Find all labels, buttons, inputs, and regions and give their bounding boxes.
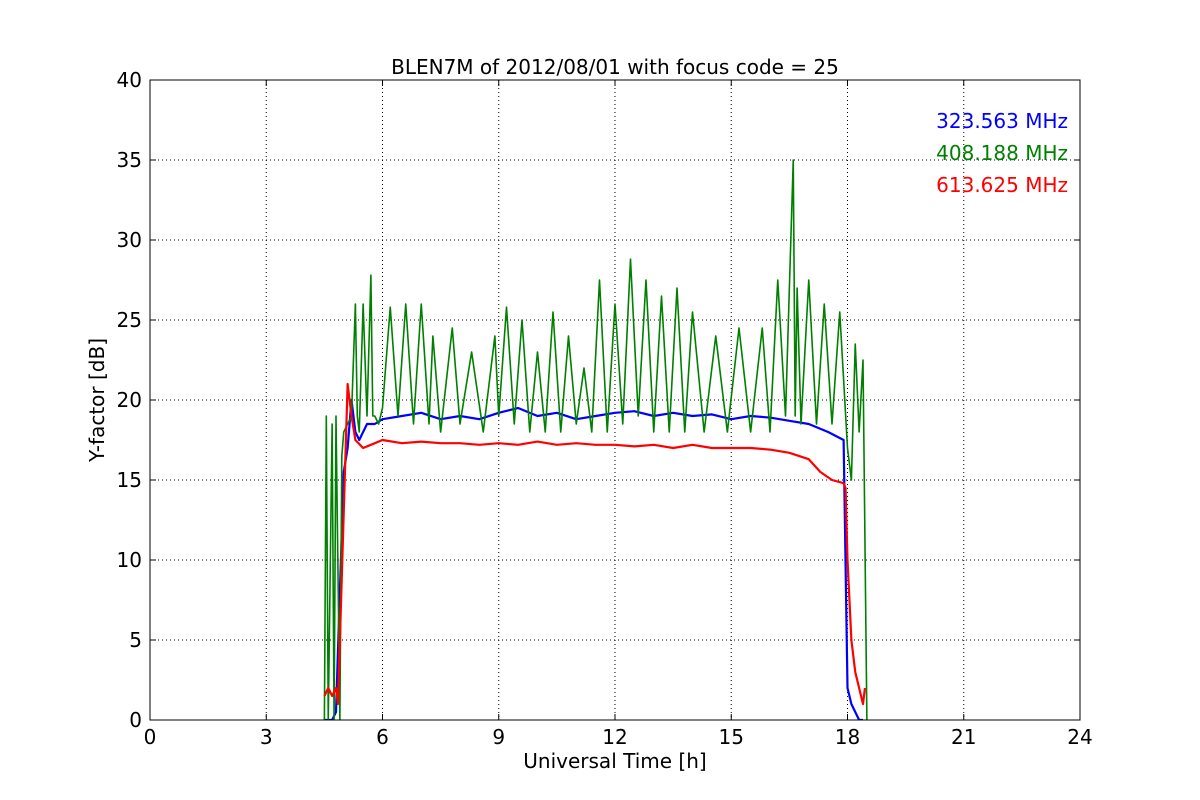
series-line-2 — [323, 382, 867, 706]
y-tick-label: 10 — [117, 548, 142, 572]
x-tick-label: 0 — [144, 725, 157, 749]
x-axis-label: Universal Time [h] — [523, 749, 706, 773]
legend-entry-1: 408.188 MHz — [936, 141, 1068, 165]
y-axis-label: Y-factor [dB] — [85, 338, 109, 463]
x-tick-label: 21 — [951, 725, 976, 749]
y-tick-label: 5 — [129, 628, 142, 652]
y-tick-label: 20 — [117, 388, 142, 412]
y-tick-label: 35 — [117, 148, 142, 172]
x-tick-label: 6 — [376, 725, 389, 749]
series-line-0 — [324, 398, 863, 720]
y-tick-label: 30 — [117, 228, 142, 252]
x-tick-label: 15 — [719, 725, 744, 749]
series-group — [323, 159, 868, 720]
y-tick-label: 15 — [117, 468, 142, 492]
x-tick-label: 3 — [260, 725, 273, 749]
x-tick-label: 24 — [1067, 725, 1092, 749]
chart-title: BLEN7M of 2012/08/01 with focus code = 2… — [391, 55, 839, 79]
x-tick-label: 12 — [602, 725, 627, 749]
series-line-1 — [323, 159, 868, 720]
legend: 323.563 MHz 408.188 MHz 613.625 MHz — [936, 109, 1068, 197]
legend-entry-2: 613.625 MHz — [936, 173, 1068, 197]
legend-entry-0: 323.563 MHz — [936, 109, 1068, 133]
y-tick-label: 40 — [117, 68, 142, 92]
ticks: 0 3 6 9 12 15 18 21 24 0 5 10 15 20 25 30 35 40 — [117, 68, 1093, 749]
x-tick-label: 9 — [492, 725, 505, 749]
y-tick-label: 0 — [129, 708, 142, 732]
x-tick-label: 18 — [835, 725, 860, 749]
y-tick-label: 25 — [117, 308, 142, 332]
